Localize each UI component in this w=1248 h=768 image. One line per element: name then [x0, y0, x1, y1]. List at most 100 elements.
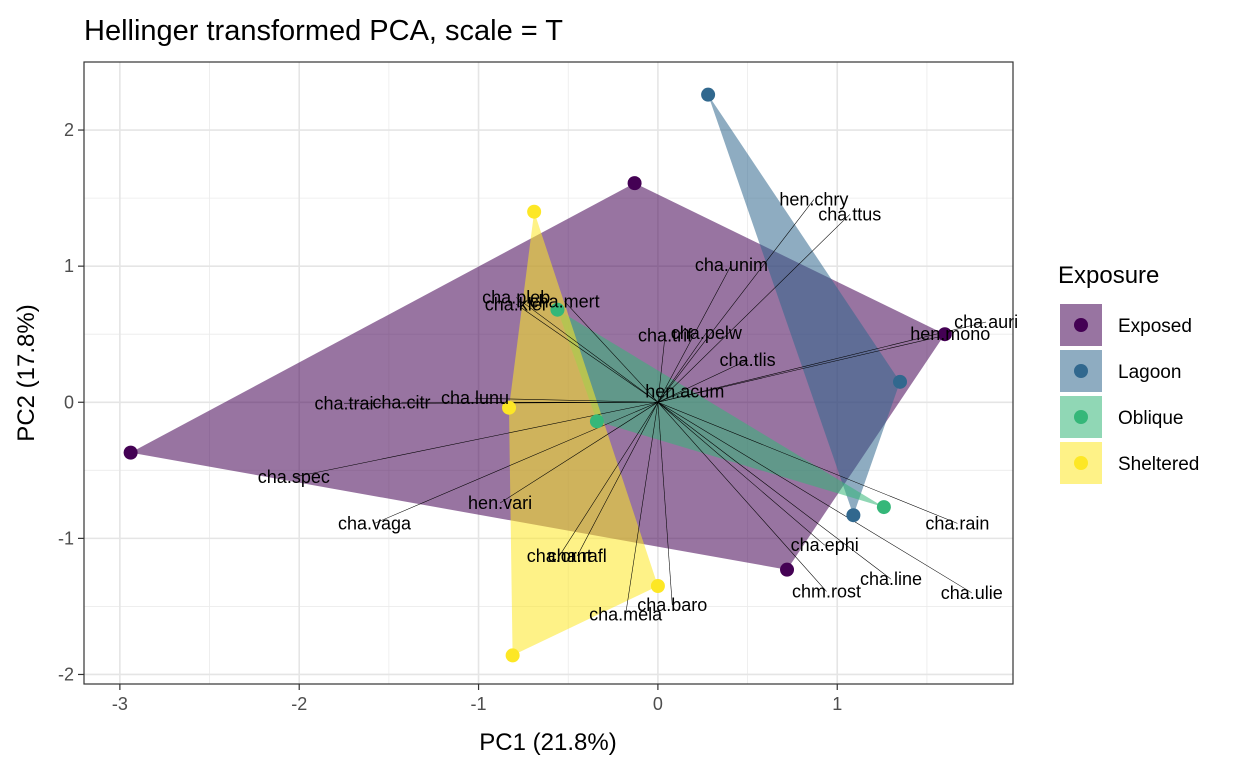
y-tick-label: 2 [64, 120, 74, 140]
x-tick-label: 0 [653, 694, 663, 714]
x-axis-ticks: -3 -2 -1 0 1 [112, 684, 842, 714]
legend-items: Exposed Lagoon Oblique Sheltered [1060, 304, 1199, 484]
arrow-cha.mela [625, 402, 659, 615]
arrow-cha.unim [657, 264, 732, 403]
legend: Exposure Exposed Lagoon Oblique Sheltered [1058, 262, 1199, 484]
species-label-cha.ornt: cha.ornt [527, 546, 592, 566]
chart-title: Hellinger transformed PCA, scale = T [84, 15, 563, 47]
species-label-cha.mela: cha.mela [589, 605, 663, 625]
point-oblique [550, 302, 565, 317]
x-axis-title: PC1 (21.8%) [479, 729, 616, 756]
species-label-cha.ephi: cha.ephi [791, 535, 859, 555]
point-oblique [876, 500, 891, 515]
species-label-cha.tlis: cha.tlis [720, 350, 776, 370]
point-sheltered [505, 648, 520, 663]
y-tick-label: -2 [58, 664, 74, 684]
arrow-cha.tlis [657, 359, 748, 403]
point-lagoon [893, 374, 908, 389]
species-label-cha.trai: cha.trai [315, 394, 374, 414]
x-tick-label: -3 [112, 694, 128, 714]
legend-label-oblique: Oblique [1118, 408, 1184, 429]
legend-marker-oblique [1074, 410, 1088, 424]
legend-title: Exposure [1058, 262, 1159, 289]
species-label-cha.citr: cha.citr [372, 392, 430, 412]
species-label-cha.pleb: cha.pleb [482, 287, 550, 307]
y-tick-label: 1 [64, 256, 74, 276]
arrow-cha.ornt [559, 402, 659, 557]
species-label-cha.lunu: cha.lunu [441, 388, 509, 408]
arrow-cha.rain [657, 402, 958, 524]
point-sheltered [527, 204, 542, 219]
y-tick-label: -1 [58, 528, 74, 548]
arrow-chm.rost [657, 402, 827, 592]
point-exposed [937, 327, 952, 342]
species-label-hen.chry: hen.chry [779, 189, 848, 209]
species-label-cha.auri: cha.auri [954, 312, 1018, 332]
species-label-cha.pelw: cha.pelw [671, 323, 743, 343]
legend-label-exposed: Exposed [1118, 316, 1192, 337]
species-label-hen.mono: hen.mono [910, 324, 990, 344]
hull-sheltered [509, 211, 658, 656]
legend-label-sheltered: Sheltered [1118, 454, 1199, 475]
point-oblique [589, 414, 604, 429]
point-exposed [627, 176, 642, 191]
arrow-cha.kler [516, 304, 659, 403]
y-axis-title: PC2 (17.8%) [13, 304, 40, 441]
arrow-cha.pleb [516, 297, 659, 403]
legend-label-lagoon: Lagoon [1118, 362, 1181, 383]
site-points [123, 87, 952, 663]
arrow-hen.mono [657, 333, 951, 403]
arrow-cha.pelw [657, 332, 707, 403]
arrow-cha.trif [657, 335, 666, 403]
x-tick-label: -1 [471, 694, 487, 714]
legend-marker-lagoon [1074, 364, 1088, 378]
species-label-hen.vari: hen.vari [468, 493, 532, 513]
species-label-cha.ttus: cha.ttus [818, 204, 881, 224]
species-label-cha.spec: cha.spec [258, 467, 330, 487]
species-label-cha.unim: cha.unim [695, 255, 768, 275]
point-exposed [780, 562, 795, 577]
species-label-cha.trif: cha.trif [638, 326, 693, 346]
point-exposed [123, 445, 138, 460]
arrow-cha.baro [657, 402, 673, 606]
species-label-hen.acum: hen.acum [645, 381, 724, 401]
species-label-cha.ulie: cha.ulie [941, 583, 1003, 603]
legend-marker-exposed [1074, 318, 1088, 332]
arrow-hen.vari [499, 402, 659, 504]
panel-border [83, 61, 1014, 685]
species-label-cha.kler: cha.kler [485, 294, 548, 314]
arrow-cha.trai [344, 401, 658, 404]
arrow-cha.rafl [576, 402, 659, 557]
species-label-cha.line: cha.line [860, 569, 922, 589]
arrow-cha.mert [564, 301, 659, 403]
arrow-hen.acum [657, 391, 685, 403]
point-sheltered [650, 579, 665, 594]
point-lagoon [701, 87, 716, 102]
x-tick-label: -2 [291, 694, 307, 714]
arrow-cha.ephi [657, 402, 825, 546]
arrow-cha.line [657, 402, 892, 580]
species-arrows [293, 199, 987, 615]
group-hulls [130, 94, 945, 656]
species-label-cha.rain: cha.rain [925, 513, 989, 533]
hull-oblique [557, 309, 884, 508]
y-axis-ticks: -2 -1 0 1 2 [58, 120, 84, 684]
arrow-cha.ulie [657, 402, 972, 594]
legend-marker-sheltered [1074, 456, 1088, 470]
species-label-cha.vaga: cha.vaga [338, 513, 412, 533]
x-tick-label: 1 [832, 694, 842, 714]
species-label-cha.rafl: cha.rafl [548, 546, 607, 566]
arrow-cha.ttus [657, 214, 850, 403]
species-label-cha.mert: cha.mert [530, 292, 600, 312]
arrow-cha.vaga [374, 402, 659, 524]
y-tick-label: 0 [64, 392, 74, 412]
species-label-cha.baro: cha.baro [637, 595, 707, 615]
arrow-hen.chry [657, 199, 815, 403]
hull-lagoon [708, 94, 900, 516]
point-sheltered [502, 400, 517, 415]
point-lagoon [846, 508, 861, 523]
species-label-chm.rost: chm.rost [792, 581, 861, 601]
